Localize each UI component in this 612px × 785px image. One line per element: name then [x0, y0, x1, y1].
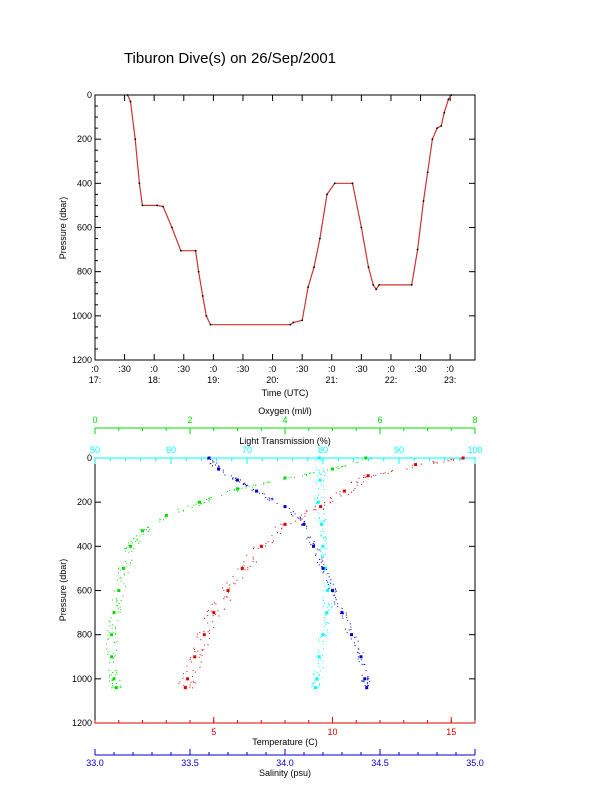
dive-point [134, 138, 137, 141]
dive-point [422, 200, 425, 202]
dive-point [307, 286, 309, 289]
dive-y-tick-label: 800 [77, 267, 92, 277]
dive-point [162, 205, 164, 208]
dive-point [209, 323, 212, 326]
dive-point [205, 314, 208, 317]
dive-point [440, 125, 443, 127]
dive-point [447, 98, 450, 101]
dive-x-tick-label: :30 [118, 364, 131, 374]
dive-point [197, 270, 200, 273]
dive-x-tick-label: 21: [326, 375, 339, 385]
dive-point [129, 100, 132, 103]
dive-plot-frame [94, 94, 476, 361]
dive-x-tick-label: 20: [266, 375, 279, 385]
dive-x-tick-label: :30 [178, 364, 191, 374]
dive-point [443, 111, 446, 114]
dive-x-tick-label: :30 [355, 364, 368, 374]
dive-y-label: Pressure (dbar) [58, 197, 68, 260]
dive-point [375, 288, 378, 291]
dive-x-tick-label: 23: [444, 375, 457, 385]
dive-y-tick-label: 200 [77, 134, 92, 144]
dive-x-tick-label: :0 [150, 364, 158, 374]
dive-y-tick-label: 400 [77, 178, 92, 188]
dive-x-tick-label: :0 [446, 364, 454, 374]
dive-point [156, 204, 159, 207]
dive-x-tick-label: :0 [387, 364, 395, 374]
dive-point [138, 182, 141, 185]
dive-point [179, 249, 182, 252]
dive-point [292, 321, 295, 324]
dive-point [194, 249, 197, 252]
dive-point [289, 323, 292, 326]
dive-point [426, 171, 429, 174]
dive-series [126, 94, 453, 326]
dive-point [141, 204, 144, 207]
dive-x-tick-label: :0 [210, 364, 218, 374]
dive-y-tick-label: 0 [87, 90, 92, 100]
dive-point [319, 237, 321, 240]
dive-point [378, 284, 381, 286]
dive-point [301, 319, 304, 322]
dive-x-tick-label: 17: [89, 375, 102, 385]
dive-point [326, 193, 328, 196]
dive-x-tick-label: :0 [91, 364, 99, 374]
dive-x-tick-label: 19: [207, 375, 220, 385]
dive-point [372, 284, 375, 286]
dive-point [313, 266, 315, 269]
dive-y-tick-label: 1000 [72, 311, 92, 321]
dive-depth-line [127, 94, 452, 326]
page-title: Tiburon Dive(s) on 26/Sep/2001 [123, 50, 337, 67]
dive-y-tick-label: 1200 [72, 355, 92, 365]
dive-point [436, 127, 439, 130]
dive-x-label: Time (UTC) [262, 388, 309, 398]
dive-x-tick-label: :30 [296, 364, 309, 374]
dive-point [171, 226, 173, 229]
dive-x-axis: :017::30:018::30:019::30:020::30:021::30… [89, 95, 457, 385]
dive-x-tick-label: :0 [328, 364, 336, 374]
dive-point [367, 266, 370, 269]
dive-x-tick-label: :0 [269, 364, 277, 374]
dive-x-tick-label: 18: [148, 375, 161, 385]
dive-point [410, 284, 413, 286]
dive-x-tick-label: :30 [414, 364, 427, 374]
dive-point [416, 248, 419, 251]
dive-point [333, 182, 336, 185]
dive-y-tick-label: 600 [77, 223, 92, 233]
dive-x-tick-label: :30 [237, 364, 250, 374]
dive-y-axis: 0 200 400 600 800 1000 1200 [72, 90, 475, 365]
dive-point [360, 226, 363, 229]
dive-point [431, 138, 434, 141]
dive-point [201, 295, 204, 297]
dive-x-tick-label: 22: [385, 375, 398, 385]
dive-point [126, 94, 129, 96]
dive-point [450, 94, 453, 96]
dive-point [351, 182, 354, 185]
